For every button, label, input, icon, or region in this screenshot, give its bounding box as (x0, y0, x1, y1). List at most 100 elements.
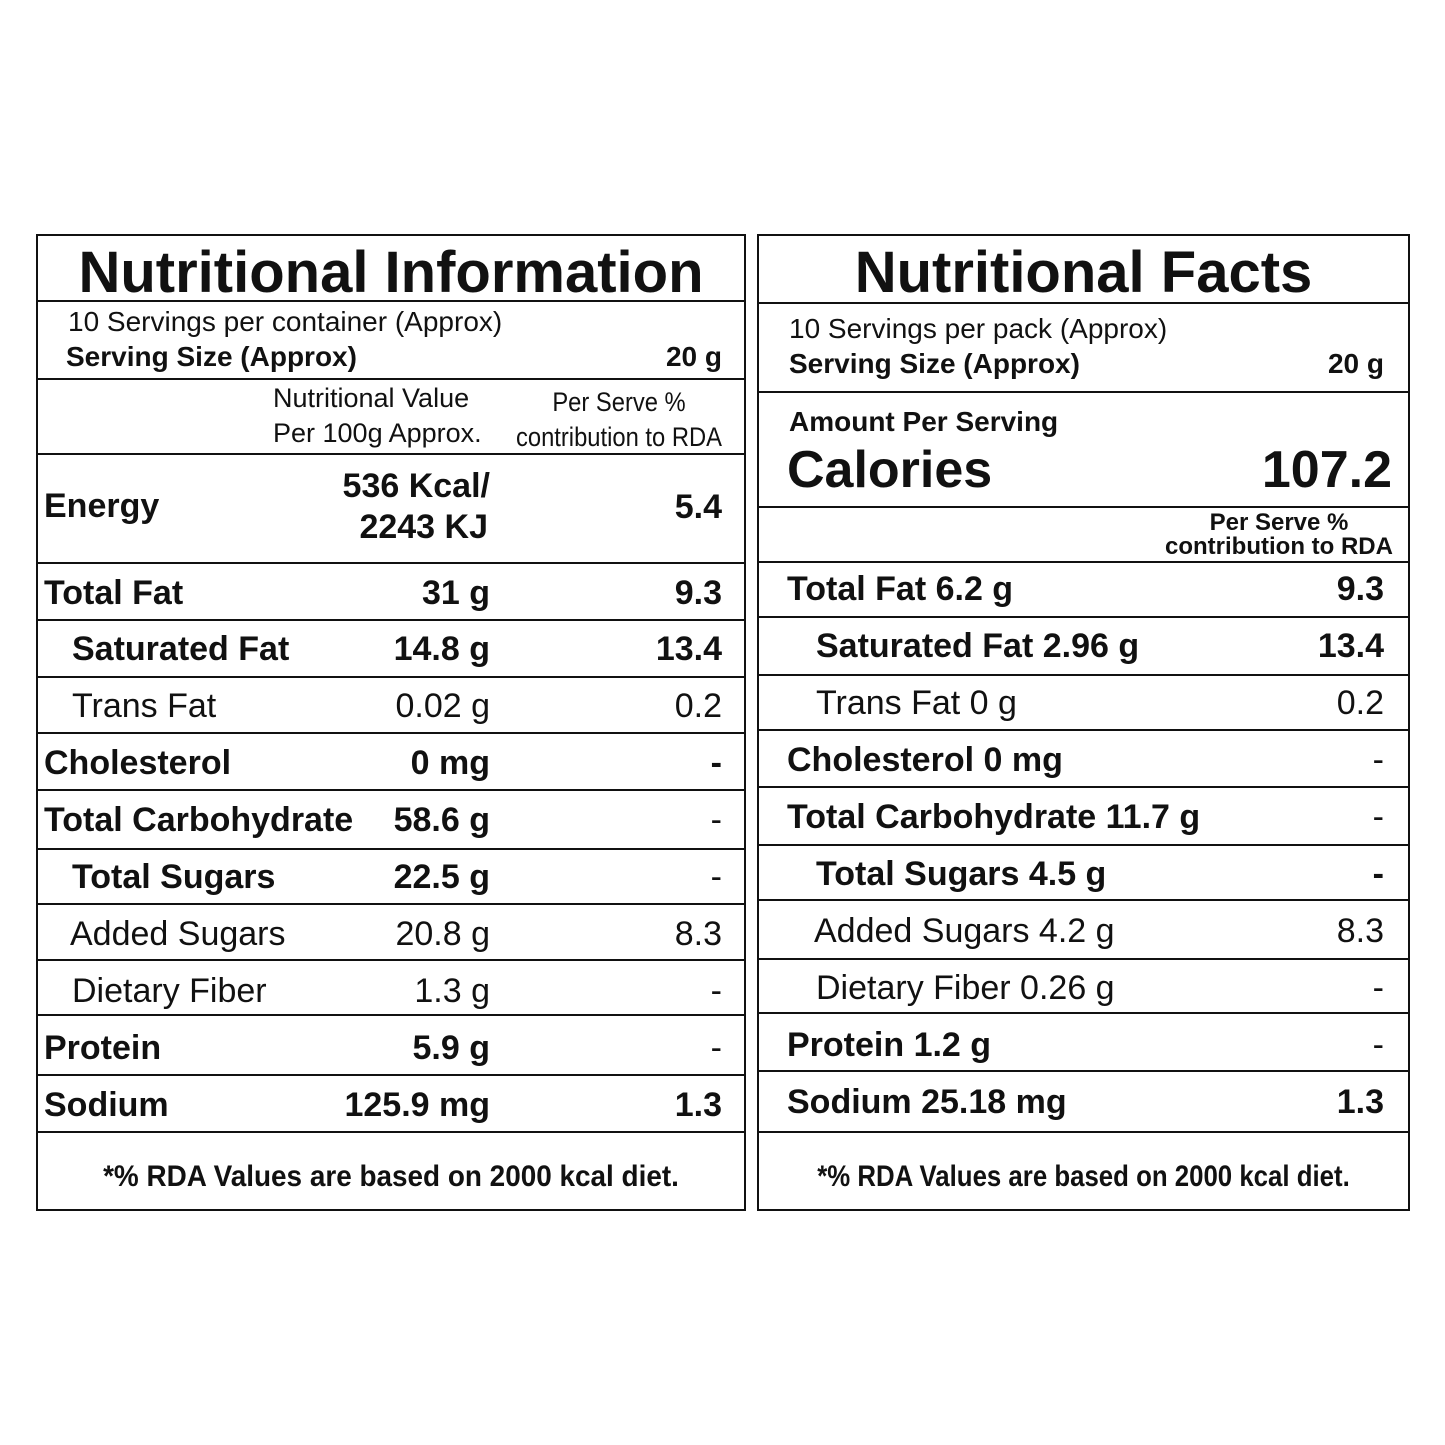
row-value-sodium: 125.9 mg (344, 1086, 490, 1124)
column-header-rda-line1: Per Serve % (552, 387, 686, 417)
row-rda-dietary-fiber: - (1372, 969, 1384, 1007)
row-label-total-fat: Total Fat 6.2 g (787, 570, 1014, 608)
divider (38, 959, 744, 961)
amount-per-serving: Amount Per Serving (789, 406, 1059, 437)
row-label-protein: Protein (44, 1029, 162, 1067)
nutritional-facts-panel: Nutritional Facts 10 Servings per pack (… (757, 234, 1410, 1211)
footnote: *% RDA Values are based on 2000 kcal die… (817, 1160, 1350, 1193)
column-header-rda-line2: contribution to RDA (1165, 533, 1393, 560)
row-value-saturated-fat: 14.8 g (393, 630, 490, 668)
row-rda-saturated-fat: 13.4 (1317, 627, 1384, 665)
row-rda-cholesterol: - (1372, 741, 1384, 779)
row-label-trans-fat: Trans Fat 0 g (816, 684, 1017, 722)
divider (38, 619, 744, 621)
row-rda-trans-fat: 0.2 (1336, 684, 1384, 722)
row-label-total-fat: Total Fat (44, 574, 184, 612)
row-value-total-sugars: 22.5 g (393, 858, 490, 896)
divider (38, 732, 744, 734)
row-rda-protein: - (710, 1029, 722, 1067)
row-rda-added-sugars: 8.3 (674, 915, 722, 953)
row-label-dietary-fiber: Dietary Fiber 0.26 g (816, 969, 1115, 1007)
divider (38, 1014, 744, 1016)
divider (759, 1131, 1408, 1133)
row-label-sodium: Sodium (44, 1086, 169, 1124)
row-label-total-sugars: Total Sugars 4.5 g (816, 855, 1107, 893)
row-value-total-carbohydrate: 58.6 g (393, 801, 490, 839)
row-value-cholesterol: 0 mg (410, 744, 490, 782)
row-rda-dietary-fiber: - (710, 972, 722, 1010)
row-rda-total-carbohydrate: - (1372, 798, 1384, 836)
row-rda-cholesterol: - (710, 744, 722, 782)
row-rda-total-fat: 9.3 (674, 574, 722, 612)
divider (759, 391, 1408, 393)
panel-title: Nutritional Facts (854, 240, 1313, 305)
footnote: *% RDA Values are based on 2000 kcal die… (103, 1160, 679, 1193)
calories-label: Calories (787, 441, 993, 499)
divider (38, 562, 744, 564)
divider (759, 786, 1408, 788)
divider (759, 899, 1408, 901)
row-label-dietary-fiber: Dietary Fiber (72, 972, 267, 1010)
column-header-value-line1: Nutritional Value (273, 383, 470, 413)
divider (759, 674, 1408, 676)
nutritional-information-panel: Nutritional Information 10 Servings per … (36, 234, 746, 1211)
row-value-total-fat: 31 g (421, 574, 490, 612)
row-label-total-carbohydrate: Total Carbohydrate 11.7 g (787, 798, 1201, 836)
row-label-trans-fat: Trans Fat (72, 687, 217, 725)
divider (759, 561, 1408, 563)
row-value-dietary-fiber: 1.3 g (414, 972, 490, 1010)
row-value-energy-kj: 2243 KJ (359, 508, 488, 546)
row-rda-sodium: 1.3 (674, 1086, 722, 1124)
divider (38, 848, 744, 850)
divider (759, 506, 1408, 508)
divider (759, 302, 1408, 304)
calories-value: 107.2 (1261, 441, 1392, 499)
row-value-added-sugars: 20.8 g (395, 915, 490, 953)
row-value-trans-fat: 0.02 g (395, 687, 490, 725)
row-label-saturated-fat: Saturated Fat 2.96 g (816, 627, 1140, 665)
row-rda-added-sugars: 8.3 (1336, 912, 1384, 950)
column-header-rda-line1: Per Serve % (1209, 509, 1349, 536)
row-value-protein: 5.9 g (412, 1029, 490, 1067)
row-rda-energy: 5.4 (674, 488, 722, 526)
serving-size-value: 20 g (1327, 348, 1384, 379)
row-rda-total-sugars: - (1372, 855, 1384, 893)
divider (38, 1131, 744, 1133)
column-header-rda-line2: contribution to RDA (515, 422, 723, 452)
row-label-cholesterol: Cholesterol 0 mg (787, 741, 1063, 779)
divider (38, 903, 744, 905)
serving-size-label: Serving Size (Approx) (66, 341, 357, 372)
row-rda-total-sugars: - (710, 858, 722, 896)
divider (38, 1074, 744, 1076)
row-label-total-sugars: Total Sugars (72, 858, 276, 896)
divider (38, 789, 744, 791)
row-label-saturated-fat: Saturated Fat (72, 630, 290, 668)
row-label-total-carbohydrate: Total Carbohydrate (44, 801, 354, 839)
divider (38, 676, 744, 678)
serving-size-label: Serving Size (Approx) (789, 348, 1080, 379)
divider (759, 1070, 1408, 1072)
divider (759, 616, 1408, 618)
row-rda-total-fat: 9.3 (1336, 570, 1384, 608)
divider (759, 1012, 1408, 1014)
divider (38, 300, 744, 302)
divider (759, 729, 1408, 731)
servings-per-pack: 10 Servings per pack (Approx) (789, 313, 1168, 344)
panel-title: Nutritional Information (78, 240, 704, 305)
row-label-added-sugars: Added Sugars (70, 915, 286, 953)
row-rda-saturated-fat: 13.4 (655, 630, 722, 668)
row-rda-trans-fat: 0.2 (674, 687, 722, 725)
column-header-value-line2: Per 100g Approx. (273, 418, 482, 448)
row-label-sodium: Sodium 25.18 mg (787, 1083, 1067, 1121)
row-rda-protein: - (1372, 1026, 1384, 1064)
row-label-added-sugars: Added Sugars 4.2 g (814, 912, 1115, 950)
divider (38, 378, 744, 380)
row-rda-sodium: 1.3 (1336, 1083, 1384, 1121)
row-label-protein: Protein 1.2 g (787, 1026, 992, 1064)
servings-per-container: 10 Servings per container (Approx) (68, 306, 503, 337)
divider (759, 958, 1408, 960)
row-label-energy: Energy (44, 487, 160, 525)
divider (759, 844, 1408, 846)
row-value-energy-kcal: 536 Kcal/ (342, 467, 490, 505)
row-label-cholesterol: Cholesterol (44, 744, 232, 782)
